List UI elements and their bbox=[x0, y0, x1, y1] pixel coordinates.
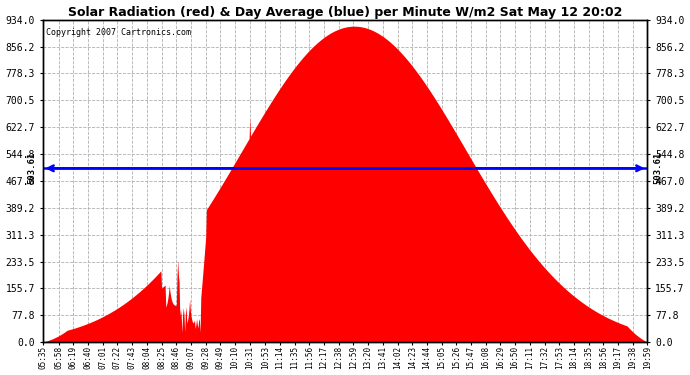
Text: 503.61: 503.61 bbox=[653, 152, 662, 184]
Text: 503.61: 503.61 bbox=[28, 152, 37, 184]
Text: Copyright 2007 Cartronics.com: Copyright 2007 Cartronics.com bbox=[46, 28, 190, 37]
Title: Solar Radiation (red) & Day Average (blue) per Minute W/m2 Sat May 12 20:02: Solar Radiation (red) & Day Average (blu… bbox=[68, 6, 622, 18]
